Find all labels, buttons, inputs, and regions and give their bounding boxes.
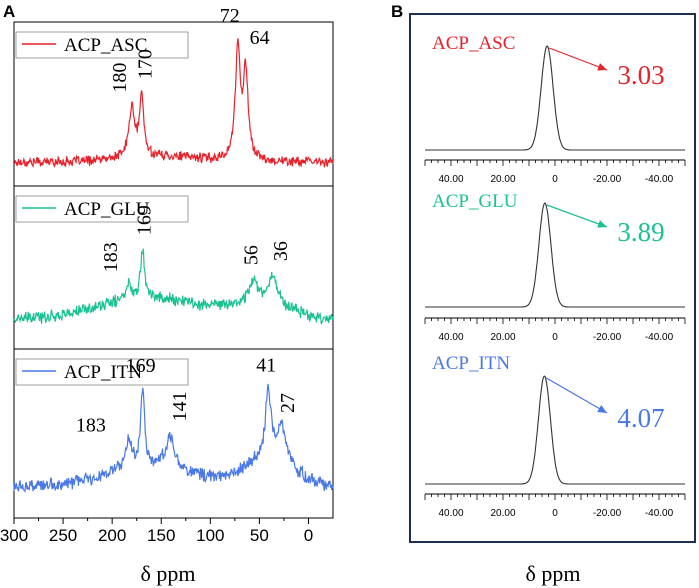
arrow-head (597, 63, 607, 71)
nmr-peak-acp-glu (425, 202, 685, 308)
sub-tick-label: 0 (552, 508, 558, 519)
x-tick-label: 100 (196, 526, 224, 545)
sub-tick-label: 20.00 (490, 332, 515, 343)
peak-label: 36 (270, 241, 292, 261)
spectrum-line-acp-itn (13, 383, 334, 493)
peak-label: 169 (126, 355, 156, 377)
legend-label: ACP_ITN (64, 362, 142, 383)
sub-tick-label: 0 (552, 174, 558, 185)
peak-label: 72 (220, 5, 240, 27)
sub-tick-label: -20.00 (593, 332, 622, 343)
legend-box (15, 195, 189, 223)
spectrum-line-acp-glu (13, 248, 334, 325)
panel-b-xlabel: δ ppm (526, 561, 581, 586)
series-label-acp-glu: ACP_GLU (432, 191, 518, 212)
nmr-peak-acp-asc (425, 45, 685, 151)
arrow-head (597, 220, 607, 228)
panel-a-label: A (3, 2, 15, 21)
sub-tick-label: 40.00 (438, 508, 463, 519)
panel-a-xlabel: δ ppm (141, 561, 196, 586)
shift-value-acp-asc: 3.03 (617, 60, 664, 90)
peak-label: 183 (100, 242, 122, 272)
arrow-line (546, 204, 608, 228)
legend-box (15, 31, 189, 59)
spectrum-frame-acp-itn (13, 348, 334, 519)
sub-tick-label: 40.00 (438, 174, 463, 185)
sub-tick-label: 40.00 (438, 332, 463, 343)
peak-label: 27 (277, 393, 299, 413)
shift-value-acp-itn: 4.07 (617, 403, 664, 433)
peak-label: 41 (256, 355, 276, 377)
peak-label: 141 (169, 391, 191, 421)
peak-label: 169 (134, 205, 156, 235)
sub-tick-label: -20.00 (593, 508, 622, 519)
panel-b-frame (409, 13, 696, 543)
sub-tick-label: 0 (552, 332, 558, 343)
legend-label: ACP_GLU (64, 199, 150, 220)
panel-a: ACP_ASC 180 170 72 64 ACP_GLU 183 169 56 36 ACP_IT… (0, 5, 334, 545)
legend-label: ACP_ASC (64, 35, 147, 56)
peak-label: 56 (240, 245, 262, 265)
x-tick-label: 0 (304, 526, 313, 545)
sub-tick-label: -20.00 (593, 174, 622, 185)
x-tick-label: 200 (98, 526, 126, 545)
spectrum-line-acp-asc (13, 38, 334, 169)
arrow-line (548, 47, 608, 71)
legend-box (15, 358, 189, 386)
peak-label: 183 (76, 415, 106, 437)
series-label-acp-itn: ACP_ITN (432, 353, 510, 374)
arrow-line (546, 377, 608, 414)
shift-value-acp-glu: 3.89 (617, 217, 664, 247)
x-tick-label: 250 (49, 526, 77, 545)
sub-tick-label: -40.00 (645, 332, 674, 343)
series-label-acp-asc: ACP_ASC (432, 33, 515, 54)
panel-b-label: B (391, 2, 403, 21)
peak-label: 170 (135, 49, 157, 79)
sub-tick-label: -40.00 (645, 508, 674, 519)
sub-tick-label: 20.00 (490, 174, 515, 185)
nmr-peak-acp-itn (425, 375, 685, 485)
panel-b: 40.00 20.00 0 -20.00 -40.00 ACP_ASC 3.03 40.00 2… (424, 33, 686, 519)
peak-label: 64 (250, 27, 270, 49)
sub-tick-label: -40.00 (645, 174, 674, 185)
arrow-head (597, 405, 607, 413)
peak-label: 180 (109, 63, 131, 93)
x-tick-label: 50 (250, 526, 269, 545)
x-tick-label: 300 (0, 526, 28, 545)
sub-tick-label: 20.00 (490, 508, 515, 519)
x-tick-label: 150 (147, 526, 175, 545)
